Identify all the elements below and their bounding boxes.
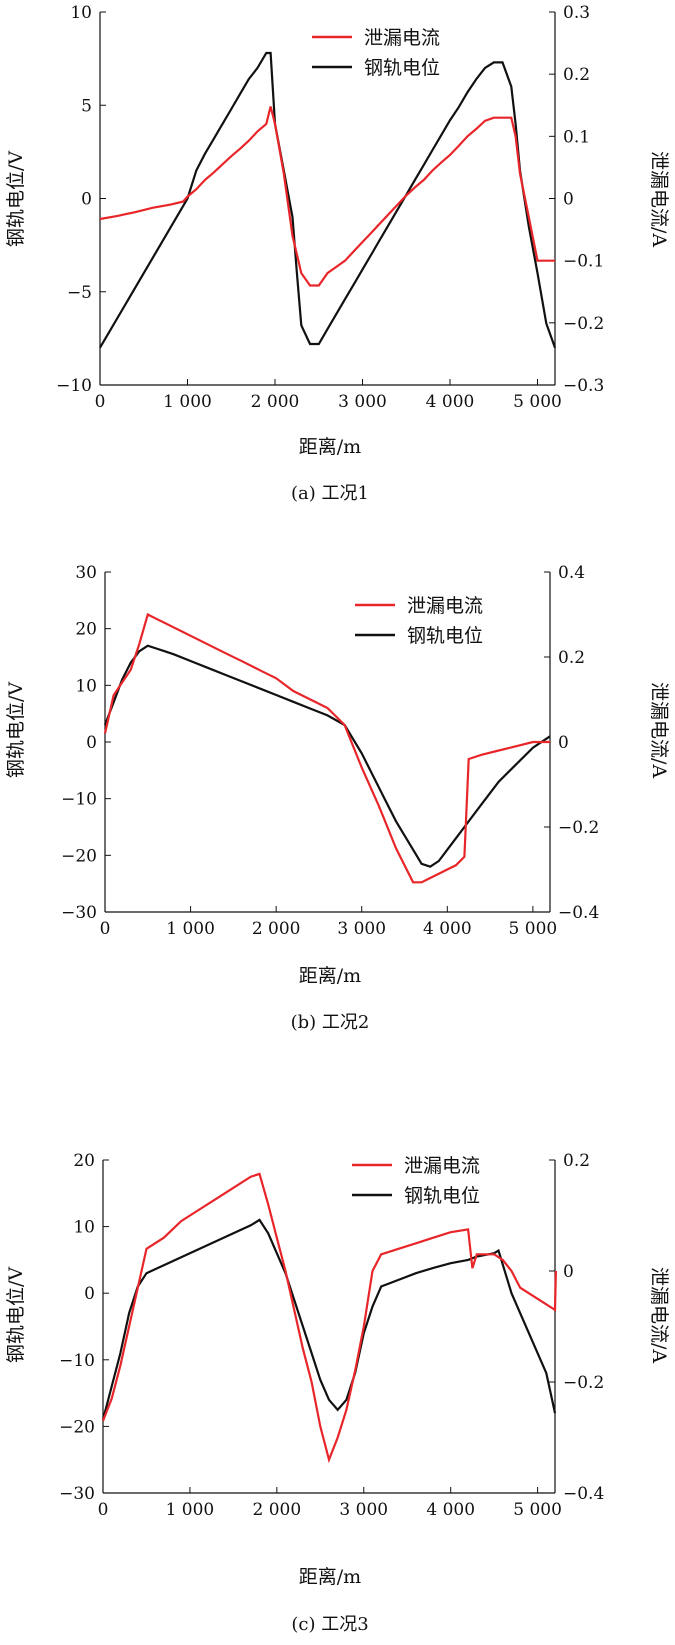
x-tick-label: 5 000 <box>513 1500 562 1520</box>
y-tick-label-right: 0.3 <box>563 3 590 23</box>
y-tick-label-left: −20 <box>61 846 97 866</box>
series-line-leakage-current <box>103 612 550 884</box>
x-tick-label: 2 000 <box>253 1500 302 1520</box>
series-line-leakage-current <box>99 106 555 287</box>
x-tick-label: 2 000 <box>251 392 300 412</box>
x-axis-label: 距离/m <box>299 965 361 987</box>
y-tick-label-left: −20 <box>59 1417 95 1437</box>
x-tick-label: 5 000 <box>513 392 562 412</box>
y-tick-label-left: 0 <box>81 190 92 210</box>
y-tick-label-right: 0.4 <box>558 563 585 583</box>
legend-label: 钢轨电位 <box>407 625 483 647</box>
y-axis-label-right: 泄漏电流/A <box>648 682 670 778</box>
y-tick-label-right: 0 <box>563 190 574 210</box>
y-tick-label-left: 10 <box>75 676 97 696</box>
y-tick-label-left: 0 <box>86 733 97 753</box>
y-tick-label-right: −0.2 <box>558 818 599 838</box>
chart-caption: (c) 工况3 <box>291 1614 368 1635</box>
y-tick-label-left: −10 <box>59 1351 95 1371</box>
y-axis-label-right: 泄漏电流/A <box>648 1267 670 1363</box>
x-tick-label: 1 000 <box>166 919 215 939</box>
chart-a: 0 1 000 2 000 3 000 4 000 5 000 −10 −5 0 5 10 −0.3 −… <box>5 3 670 504</box>
y-tick-label-left: 30 <box>75 563 97 583</box>
y-tick-label-right: 0.2 <box>563 1151 590 1171</box>
chart-panel-a: 0 1 000 2 000 3 000 4 000 5 000 −10 −5 0 5 10 −0.3 −… <box>0 0 675 520</box>
y-tick-label-left: 10 <box>70 3 92 23</box>
x-tick-label: 0 <box>98 1500 109 1520</box>
y-axis-label-left: 钢轨电位/V <box>5 682 27 778</box>
y-tick-label-right: 0 <box>563 1262 574 1282</box>
y-tick-label-right: −0.3 <box>563 376 604 396</box>
y-tick-label-left: −10 <box>56 376 92 396</box>
chart-caption: (b) 工况2 <box>291 1012 370 1033</box>
chart-caption: (a) 工况1 <box>291 483 369 504</box>
y-axis-label-right: 泄漏电流/A <box>648 151 670 247</box>
y-tick-label-left: −10 <box>61 790 97 810</box>
chart-c: 0 1 000 2 000 3 000 4 000 5 000 −30 −20 −10 0 10 20… <box>5 1151 670 1635</box>
x-tick-label: 0 <box>95 392 106 412</box>
y-tick-label-right: −0.1 <box>563 252 604 272</box>
series-line-rail-potential <box>103 644 551 868</box>
x-tick-label: 4 000 <box>423 919 472 939</box>
x-axis-label: 距离/m <box>299 1566 361 1588</box>
series-line-rail-potential <box>101 1218 557 1420</box>
x-tick-label: 3 000 <box>338 392 387 412</box>
chart-panel-c: 0 1 000 2 000 3 000 4 000 5 000 −30 −20 −10 0 10 20… <box>0 1145 675 1645</box>
y-axis-label-left: 钢轨电位/V <box>5 1267 27 1363</box>
x-tick-label: 5 000 <box>509 919 558 939</box>
x-tick-label: 1 000 <box>166 1500 215 1520</box>
legend-label: 钢轨电位 <box>404 1185 480 1207</box>
x-tick-label: 2 000 <box>252 919 301 939</box>
series-line-leakage-current <box>101 1172 557 1464</box>
legend-label: 泄漏电流 <box>364 27 440 49</box>
x-tick-label: 3 000 <box>337 919 386 939</box>
y-tick-label-right: 0.1 <box>563 127 590 147</box>
y-tick-label-left: 0 <box>84 1284 95 1304</box>
y-tick-label-left: 10 <box>73 1218 95 1238</box>
legend-label: 泄漏电流 <box>407 595 483 617</box>
x-tick-label: 1 000 <box>163 392 212 412</box>
y-tick-label-left: 20 <box>73 1151 95 1171</box>
chart-panel-b: 0 1 000 2 000 3 000 4 000 5 000 −30 −20 −10 0 10 20… <box>0 560 675 1080</box>
x-tick-label: 0 <box>100 919 111 939</box>
y-tick-label-left: −30 <box>61 903 97 923</box>
y-tick-label-right: −0.2 <box>563 314 604 334</box>
x-tick-label: 3 000 <box>339 1500 388 1520</box>
y-tick-label-left: −5 <box>67 283 92 303</box>
y-tick-label-right: 0.2 <box>558 648 585 668</box>
y-tick-label-left: 5 <box>81 96 92 116</box>
y-tick-label-right: −0.2 <box>563 1373 604 1393</box>
legend-label: 泄漏电流 <box>404 1155 480 1177</box>
legend-label: 钢轨电位 <box>364 57 440 79</box>
x-tick-label: 4 000 <box>426 392 475 412</box>
x-axis-label: 距离/m <box>299 436 361 458</box>
y-tick-label-left: −30 <box>59 1484 95 1504</box>
y-tick-label-right: −0.4 <box>563 1484 604 1504</box>
y-tick-label-left: 20 <box>75 620 97 640</box>
chart-b: 0 1 000 2 000 3 000 4 000 5 000 −30 −20 −10 0 10 20… <box>5 563 670 1033</box>
y-tick-label-right: −0.4 <box>558 903 599 923</box>
y-axis-label-left: 钢轨电位/V <box>5 151 27 247</box>
x-tick-label: 4 000 <box>426 1500 475 1520</box>
y-tick-label-right: 0 <box>558 733 569 753</box>
y-tick-label-right: 0.2 <box>563 65 590 85</box>
series-line-rail-potential <box>99 51 557 349</box>
